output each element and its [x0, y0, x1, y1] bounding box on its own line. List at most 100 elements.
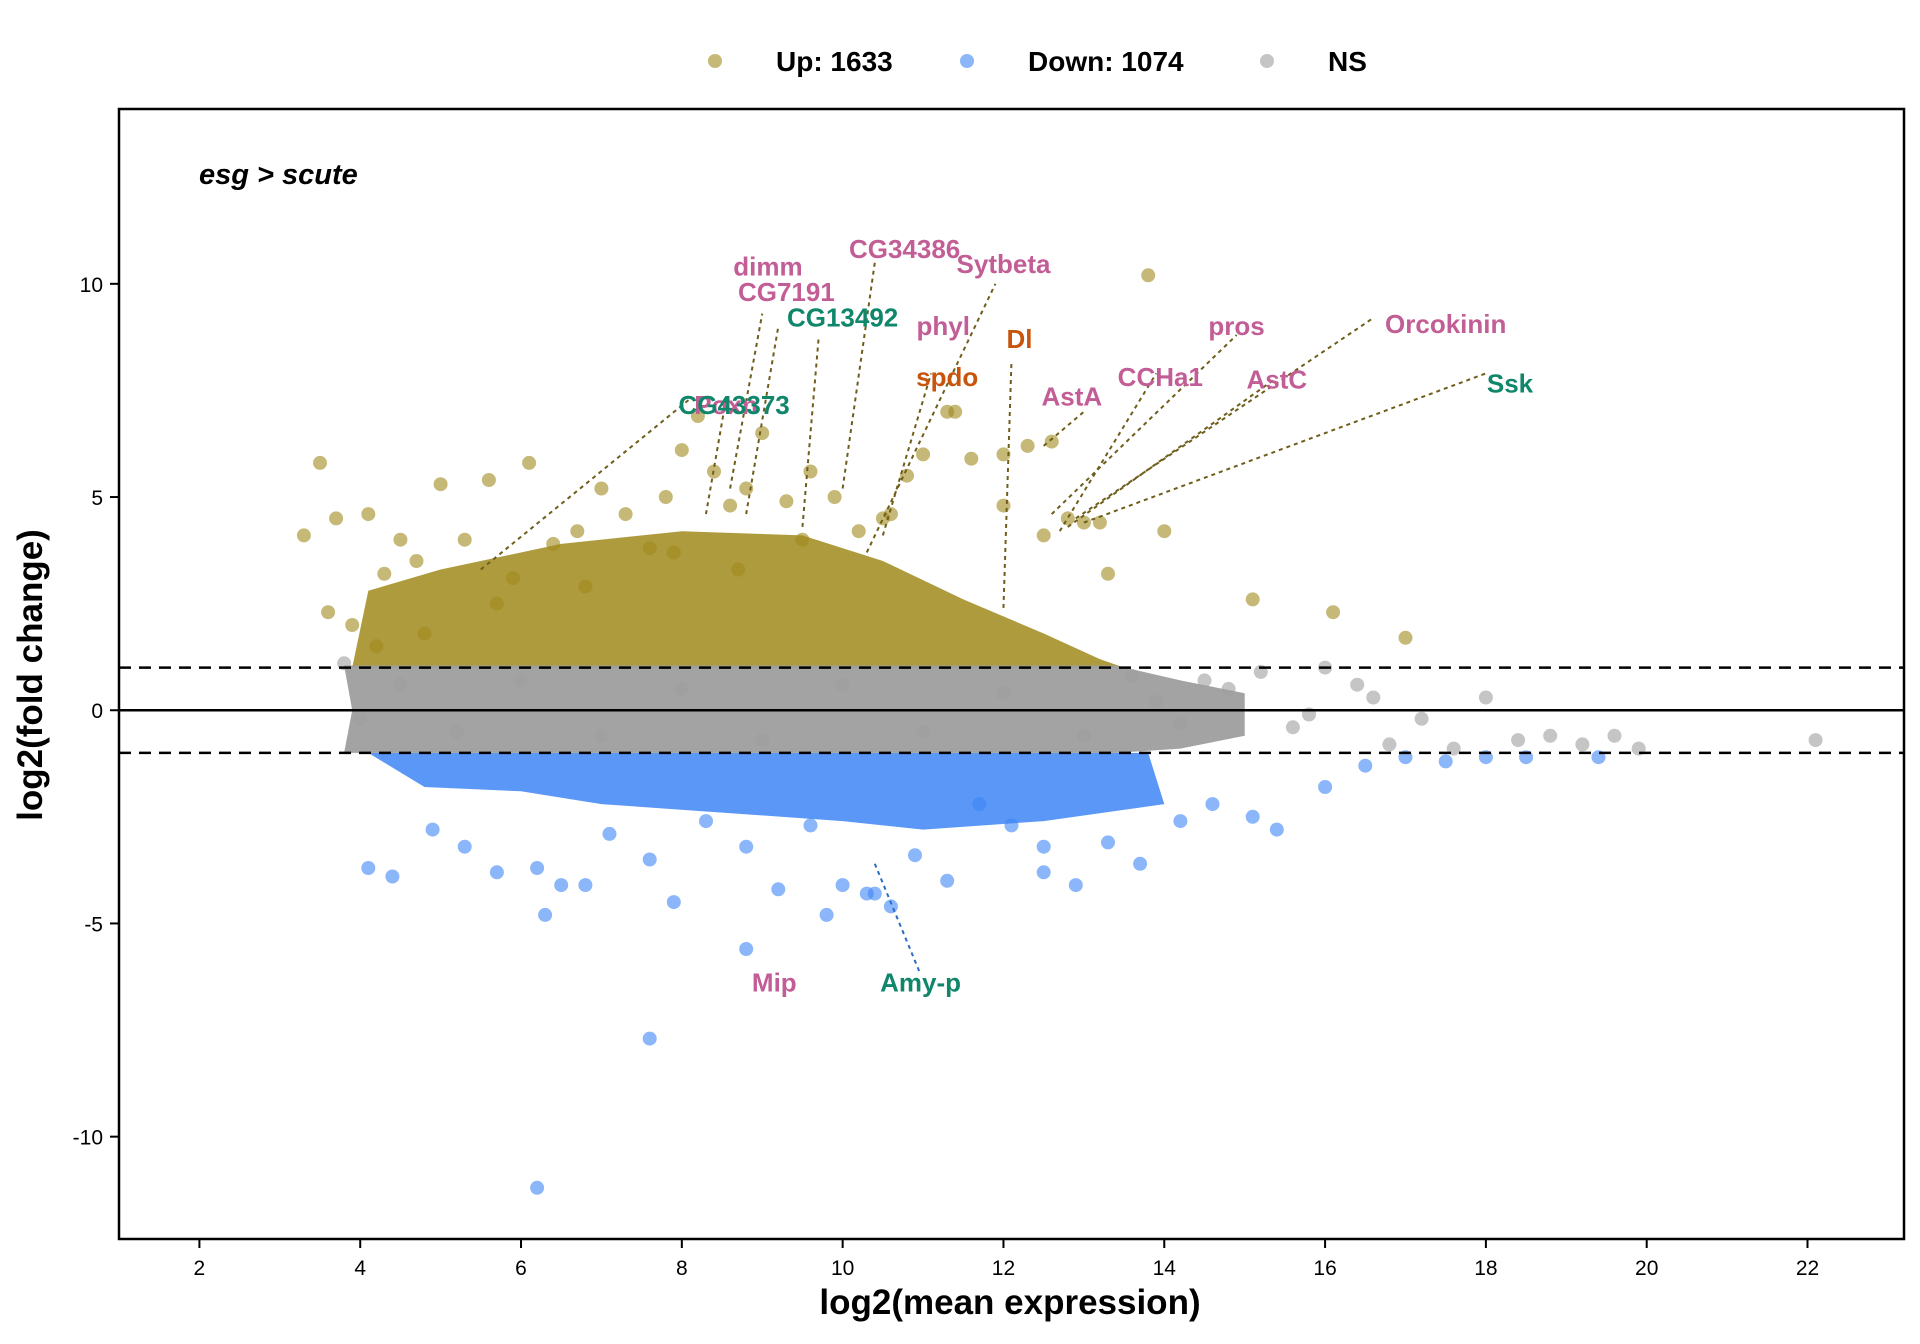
ns-point — [1414, 711, 1429, 726]
down-point — [739, 839, 754, 854]
up-point — [481, 473, 496, 487]
down-point — [530, 861, 545, 875]
down-point — [642, 852, 657, 867]
gene-label: Dl — [1007, 324, 1033, 354]
down-point — [489, 865, 504, 880]
ns-point — [594, 728, 609, 743]
down-point — [1101, 835, 1115, 850]
x-tick-label: 4 — [354, 1257, 366, 1280]
ns-point — [1382, 737, 1397, 752]
down-point — [1036, 839, 1051, 854]
ns-point — [916, 724, 931, 739]
y-tick-label: 0 — [91, 700, 103, 723]
down-point — [940, 873, 955, 888]
down-point — [908, 848, 922, 863]
ns-point — [835, 677, 850, 692]
down-point — [457, 839, 472, 854]
gene-label: spdo — [916, 362, 978, 392]
label-connector — [1043, 410, 1085, 447]
ns-point — [1125, 669, 1140, 684]
legend-down-marker — [960, 54, 974, 68]
ns-point — [1149, 694, 1164, 709]
up-point — [570, 524, 585, 539]
ns-point — [1808, 733, 1823, 748]
up-point — [1101, 566, 1115, 581]
up-point — [851, 524, 866, 539]
ns-point — [1607, 728, 1622, 743]
down-point — [835, 878, 850, 893]
panel-annotation: esg > scute — [199, 159, 358, 191]
up-point — [674, 443, 689, 458]
up-point — [313, 455, 327, 470]
down-point — [859, 886, 874, 901]
up-point — [546, 536, 561, 551]
up-point — [642, 541, 657, 556]
down-point — [1004, 818, 1019, 833]
ns-point — [393, 677, 408, 692]
down-point — [1358, 758, 1373, 773]
up-point — [803, 464, 818, 479]
up-point — [723, 498, 738, 513]
up-point — [795, 532, 810, 547]
down-point — [578, 878, 593, 893]
down-point — [1245, 809, 1260, 824]
up-point — [964, 451, 979, 466]
gene-label: CCHa1 — [1118, 362, 1203, 392]
gene-label: dimm — [733, 251, 802, 281]
down-point — [1173, 814, 1188, 829]
gene-label: pros — [1208, 311, 1264, 341]
up-point — [618, 507, 633, 522]
down-point — [1133, 856, 1148, 871]
down-density-region — [368, 752, 1165, 830]
up-point — [916, 447, 931, 462]
x-tick-label: 6 — [515, 1257, 527, 1280]
up-point — [827, 490, 842, 504]
up-point — [948, 404, 963, 419]
x-tick-label: 18 — [1474, 1257, 1497, 1280]
legend-ns-marker — [1260, 54, 1274, 68]
up-point — [1141, 268, 1156, 283]
down-point — [425, 822, 440, 837]
up-point — [377, 566, 392, 581]
up-point — [731, 562, 746, 577]
ns-point — [1197, 673, 1212, 688]
up-point — [1157, 524, 1172, 539]
label-connector — [1058, 372, 1158, 532]
gene-label: AstA — [1041, 381, 1102, 411]
x-tick-label: 22 — [1796, 1257, 1819, 1280]
label-connector — [704, 398, 728, 515]
up-point — [417, 626, 432, 641]
gene-label: phyl — [916, 311, 969, 341]
down-point — [666, 895, 681, 910]
up-point — [1092, 515, 1107, 530]
x-tick-label: 12 — [992, 1257, 1015, 1280]
y-tick-label: -5 — [84, 913, 103, 936]
down-point — [699, 814, 713, 829]
label-connector — [729, 313, 764, 489]
up-point — [1060, 511, 1075, 526]
gene-label: Amy-p — [880, 968, 961, 998]
up-point — [755, 426, 770, 441]
up-point — [1044, 434, 1059, 449]
y-axis-title: log2(fold change) — [11, 529, 50, 821]
up-point — [1020, 438, 1035, 453]
label-connector — [841, 262, 876, 489]
gene-label: Mip — [752, 968, 797, 998]
ns-point — [1575, 737, 1590, 752]
label-connector — [801, 339, 820, 527]
down-point — [972, 797, 987, 812]
x-tick-label: 10 — [831, 1257, 854, 1280]
up-point — [506, 571, 520, 586]
x-tick-label: 16 — [1313, 1257, 1336, 1280]
x-tick-label: 20 — [1635, 1257, 1658, 1280]
up-point — [393, 532, 408, 547]
up-point — [996, 498, 1011, 513]
ns-point — [1350, 677, 1365, 692]
up-point — [666, 545, 681, 560]
ns-point — [449, 724, 464, 739]
gene-label: Orcokinin — [1385, 309, 1506, 339]
down-point — [1068, 878, 1083, 893]
down-point — [554, 878, 569, 893]
down-point — [771, 882, 786, 897]
